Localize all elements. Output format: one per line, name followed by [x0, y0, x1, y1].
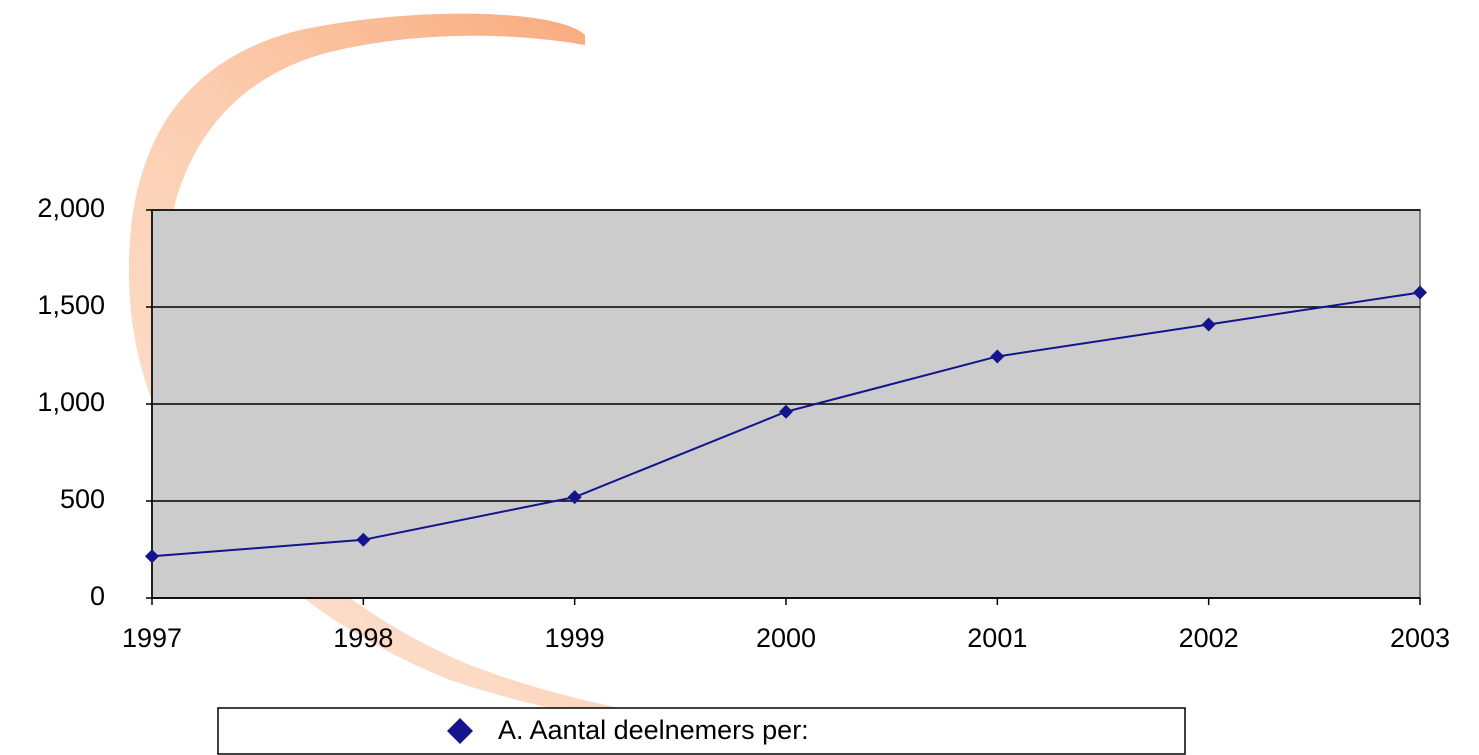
x-tick-label: 2002: [1179, 623, 1239, 653]
x-tick-label: 1997: [122, 623, 182, 653]
x-tick-label: 2001: [967, 623, 1027, 653]
y-tick-label: 1,000: [37, 387, 105, 417]
legend-label: A. Aantal deelnemers per:: [498, 715, 809, 745]
x-tick-label: 1998: [333, 623, 393, 653]
chart: 0 500 1,000 1,500 2,000 1997 1998 1999 2000 2001 2…: [0, 0, 1479, 755]
y-tick-label: 0: [90, 581, 105, 611]
x-tick-label: 2003: [1390, 623, 1450, 653]
x-tick-label: 2000: [756, 623, 816, 653]
y-tick-label: 2,000: [37, 193, 105, 223]
y-tick-label: 500: [60, 484, 105, 514]
y-tick-label: 1,500: [37, 290, 105, 320]
x-tick-label: 1999: [545, 623, 605, 653]
